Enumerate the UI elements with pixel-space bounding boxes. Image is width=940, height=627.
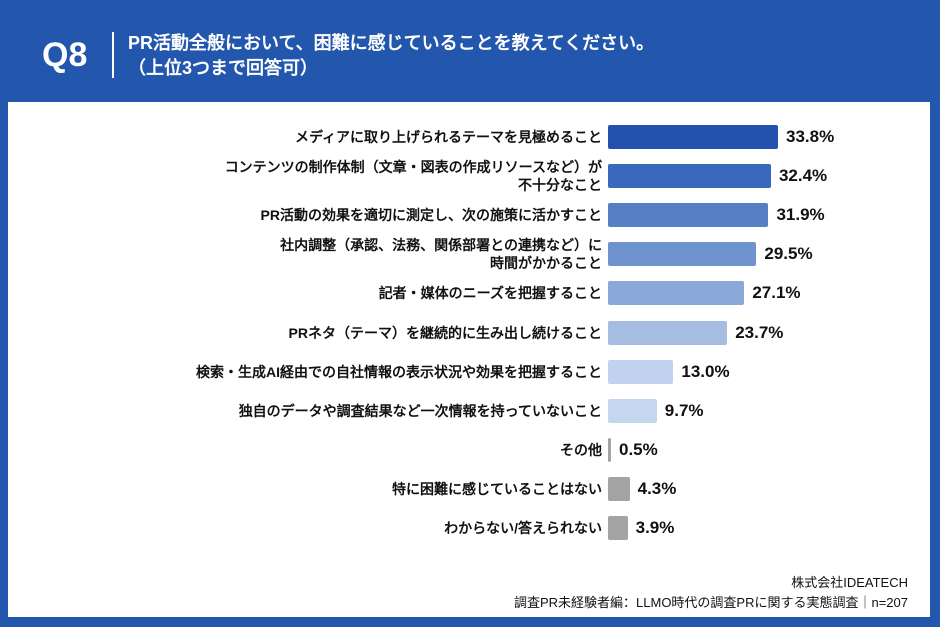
bar-row: PRネタ（テーマ）を継続的に生み出し続けること 23.7% bbox=[8, 315, 930, 351]
title-line-2: （上位3つまで回答可） bbox=[128, 58, 319, 78]
bar-row: 社内調整（承認、法務、関係部署との連携など）に 時間がかかること 29.5% bbox=[8, 236, 930, 272]
bar-row: コンテンツの制作体制（文章・図表の作成リソースなど）が 不十分なこと 32.4% bbox=[8, 158, 930, 194]
category-text: PRネタ（テーマ）を継続的に生み出し続けること bbox=[288, 324, 602, 341]
category-text: 独自のデータや調査結果など一次情報を持っていないこと bbox=[238, 402, 602, 419]
category-text: PR活動の効果を適切に測定し、次の施策に活かすこと bbox=[260, 207, 602, 224]
category-label: その他 bbox=[560, 432, 602, 468]
category-label: PRネタ（テーマ）を継続的に生み出し続けること bbox=[289, 315, 602, 351]
value-label: 4.3% bbox=[637, 478, 677, 498]
bar-row: メディアに取り上げられるテーマを見極めること 33.8% bbox=[8, 119, 930, 155]
category-text: 検索・生成AI経由での自社情報の表示状況や効果を把握すること bbox=[196, 363, 602, 380]
value-label: 23.7% bbox=[735, 322, 784, 342]
company-credit: 株式会社IDEATECH bbox=[791, 575, 908, 590]
bar-row: PR活動の効果を適切に測定し、次の施策に活かすこと 31.9% bbox=[8, 197, 930, 233]
bar bbox=[608, 203, 769, 228]
bar bbox=[608, 242, 757, 267]
chart-card: メディアに取り上げられるテーマを見極めること 33.8% コンテンツの制作体制（文章… bbox=[8, 102, 930, 617]
bar bbox=[608, 437, 611, 462]
question-title: PR活動全般において、困難に感じていることを教えてください。 （上位3つまで回答… bbox=[128, 31, 654, 81]
header-divider bbox=[112, 32, 114, 78]
value-label: 29.5% bbox=[764, 244, 813, 264]
category-text: メディアに取り上げられるテーマを見極めること bbox=[294, 129, 602, 145]
title-line-1: PR活動全般において、困難に感じていることを教えてください。 bbox=[128, 33, 655, 53]
category-label: メディアに取り上げられるテーマを見極めること bbox=[295, 119, 602, 155]
source-note: 調査PR未経験者編：LLMO時代の調査PRに関する実態調査｜n=207 bbox=[513, 595, 908, 610]
bar bbox=[608, 398, 657, 423]
category-label: 独自のデータや調査結果など一次情報を持っていないこと bbox=[239, 393, 602, 429]
question-number: Q8 bbox=[42, 36, 88, 74]
value-label: 32.4% bbox=[778, 166, 828, 186]
bar-row: 記者・媒体のニーズを把握すること 27.1% bbox=[8, 275, 930, 311]
bar bbox=[608, 359, 674, 384]
bar-row: 特に困難に感じていることはない 4.3% bbox=[8, 471, 930, 507]
bar-row: その他 0.5% bbox=[8, 432, 930, 468]
bar-row: 独自のデータや調査結果など一次情報を持っていないこと 9.7% bbox=[8, 393, 930, 429]
value-label: 3.9% bbox=[635, 518, 675, 537]
category-label: 特に困難に感じていることはない bbox=[392, 471, 602, 507]
value-label: 31.9% bbox=[776, 205, 825, 225]
value-label: 9.7% bbox=[664, 400, 704, 420]
category-text: その他 bbox=[560, 441, 602, 458]
category-text: わからない/答えられない bbox=[444, 520, 602, 536]
bar-row: わからない/答えられない 3.9% bbox=[8, 510, 930, 546]
value-label: 33.8% bbox=[786, 127, 835, 146]
category-label: 記者・媒体のニーズを把握すること bbox=[379, 275, 602, 311]
category-label: 社内調整（承認、法務、関係部署との連携など）に 時間がかかること bbox=[280, 236, 602, 272]
category-label: 検索・生成AI経由での自社情報の表示状況や効果を把握すること bbox=[196, 354, 602, 390]
category-text: 特に困難に感じていることはない bbox=[392, 480, 602, 497]
bar bbox=[608, 476, 630, 501]
bar bbox=[608, 125, 778, 149]
value-label: 27.1% bbox=[752, 283, 801, 303]
category-label: PR活動の効果を適切に測定し、次の施策に活かすこと bbox=[261, 197, 602, 233]
category-text: 記者・媒体のニーズを把握すること bbox=[378, 285, 602, 302]
category-label: わからない/答えられない bbox=[444, 510, 602, 546]
value-label: 13.0% bbox=[681, 361, 730, 381]
value-label: 0.5% bbox=[619, 439, 658, 459]
category-text: 社内調整（承認、法務、関係部署との連携など）に 時間がかかること bbox=[280, 237, 602, 272]
bar bbox=[608, 516, 628, 540]
bar bbox=[608, 281, 745, 306]
bar-row: 検索・生成AI経由での自社情報の表示状況や効果を把握すること 13.0% bbox=[8, 354, 930, 390]
bar bbox=[608, 320, 728, 345]
bar bbox=[608, 164, 771, 189]
category-text: コンテンツの制作体制（文章・図表の作成リソースなど）が 不十分なこと bbox=[224, 159, 602, 194]
category-label: コンテンツの制作体制（文章・図表の作成リソースなど）が 不十分なこと bbox=[225, 158, 602, 194]
